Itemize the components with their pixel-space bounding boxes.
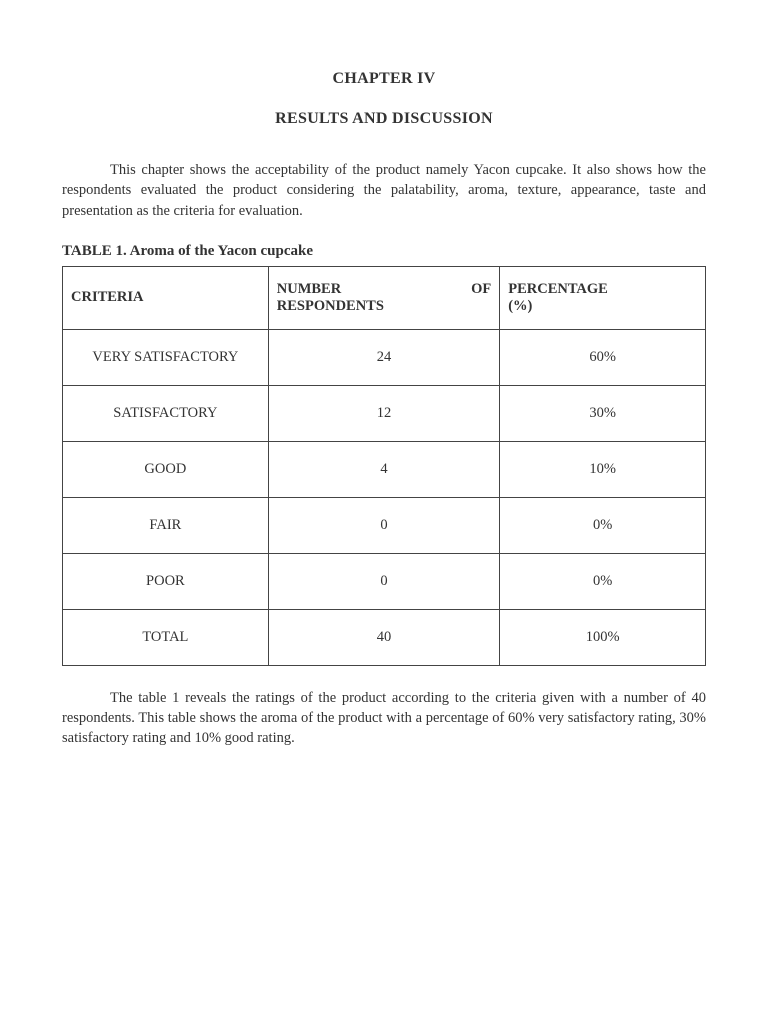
cell-respondents: 4 <box>268 441 499 497</box>
cell-criteria: GOOD <box>63 441 269 497</box>
cell-respondents: 40 <box>268 609 499 665</box>
aroma-table: CRITERIA NUMBER OF RESPONDENTS PERCENTAG… <box>62 266 706 666</box>
respondents-word-number: NUMBER <box>277 281 341 298</box>
respondents-word-respondents: RESPONDENTS <box>277 298 491 315</box>
chapter-title: CHAPTER IV <box>62 70 706 88</box>
table-row: VERY SATISFACTORY 24 60% <box>63 329 706 385</box>
table-row: GOOD 4 10% <box>63 441 706 497</box>
cell-percentage: 10% <box>500 441 706 497</box>
percentage-unit: (%) <box>508 298 532 314</box>
cell-percentage: 0% <box>500 497 706 553</box>
outro-paragraph: The table 1 reveals the ratings of the p… <box>62 688 706 749</box>
cell-respondents: 12 <box>268 385 499 441</box>
section-title: RESULTS AND DISCUSSION <box>62 110 706 128</box>
cell-percentage: 100% <box>500 609 706 665</box>
cell-criteria: TOTAL <box>63 609 269 665</box>
col-header-percentage: PERCENTAGE (%) <box>500 266 706 329</box>
table-caption: TABLE 1. Aroma of the Yacon cupcake <box>62 243 706 260</box>
cell-criteria: POOR <box>63 553 269 609</box>
table-row: FAIR 0 0% <box>63 497 706 553</box>
cell-percentage: 30% <box>500 385 706 441</box>
cell-criteria: VERY SATISFACTORY <box>63 329 269 385</box>
percentage-label: PERCENTAGE <box>508 281 608 297</box>
cell-percentage: 0% <box>500 553 706 609</box>
table-header-row: CRITERIA NUMBER OF RESPONDENTS PERCENTAG… <box>63 266 706 329</box>
cell-percentage: 60% <box>500 329 706 385</box>
cell-respondents: 24 <box>268 329 499 385</box>
col-header-respondents: NUMBER OF RESPONDENTS <box>268 266 499 329</box>
cell-respondents: 0 <box>268 553 499 609</box>
cell-criteria: FAIR <box>63 497 269 553</box>
respondents-word-of: OF <box>471 281 491 298</box>
table-row: TOTAL 40 100% <box>63 609 706 665</box>
col-header-criteria: CRITERIA <box>63 266 269 329</box>
cell-criteria: SATISFACTORY <box>63 385 269 441</box>
table-row: POOR 0 0% <box>63 553 706 609</box>
intro-paragraph: This chapter shows the acceptability of … <box>62 160 706 221</box>
table-row: SATISFACTORY 12 30% <box>63 385 706 441</box>
cell-respondents: 0 <box>268 497 499 553</box>
